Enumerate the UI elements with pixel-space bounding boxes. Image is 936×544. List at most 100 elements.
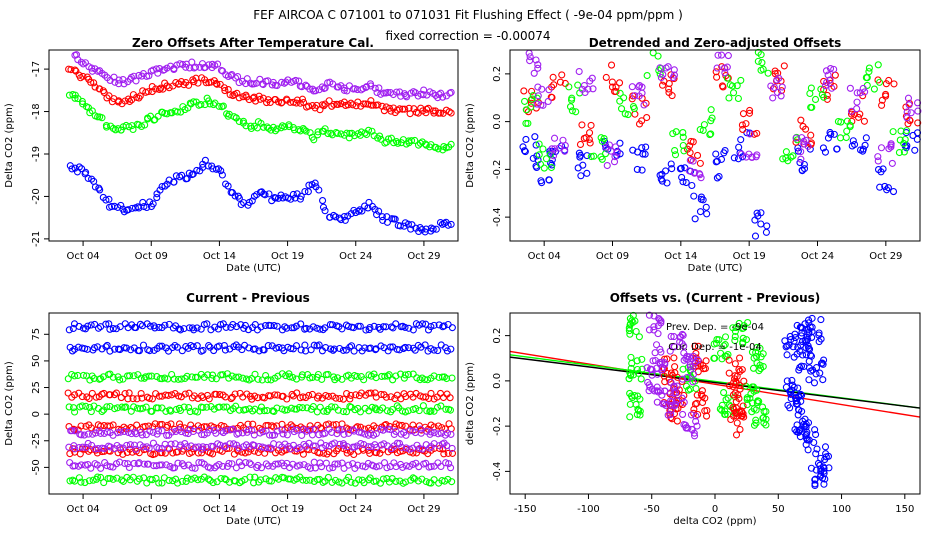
data-point-green (686, 385, 694, 393)
data-point-blue (311, 179, 319, 187)
series-green-upper (64, 370, 456, 384)
data-point-purple (115, 76, 123, 84)
data-point-blue (579, 161, 587, 169)
data-point-purple (321, 429, 329, 437)
data-point-green (900, 148, 908, 156)
data-point-purple (800, 137, 808, 146)
data-point-red (582, 134, 590, 142)
data-point-purple (126, 441, 134, 449)
data-point-blue (190, 326, 198, 334)
data-point-green (187, 475, 195, 483)
header-line2: fixed correction = -0.00074 (385, 29, 550, 43)
data-point-blue (224, 182, 232, 190)
data-point-blue (170, 178, 178, 186)
data-point-blue (547, 159, 555, 167)
data-point-blue (796, 347, 804, 355)
data-point-purple (349, 426, 357, 434)
data-point-green (327, 403, 336, 411)
x-axis-label: delta CO2 (ppm) (673, 516, 756, 527)
data-point-red (398, 421, 406, 430)
data-point-purple (75, 444, 83, 452)
data-point-green (209, 479, 217, 487)
data-point-purple (853, 98, 861, 106)
data-point-blue (804, 316, 813, 324)
data-point-purple (371, 84, 379, 92)
data-point-purple (877, 144, 886, 152)
data-point-purple (84, 430, 92, 438)
data-point-blue (795, 392, 803, 401)
data-point-red (882, 90, 890, 98)
data-point-blue (736, 149, 744, 157)
data-point-red (729, 391, 738, 399)
data-point-blue (825, 464, 833, 472)
data-point-red (731, 389, 739, 397)
data-point-red (914, 119, 922, 127)
data-point-purple (548, 145, 556, 153)
data-point-purple (797, 148, 805, 156)
data-point-green (863, 81, 871, 89)
data-point-red (382, 421, 390, 429)
data-point-purple (191, 63, 200, 71)
data-point-green (370, 477, 378, 485)
data-point-green (384, 372, 392, 380)
data-point-red (702, 357, 710, 365)
data-point-blue (417, 343, 425, 351)
data-point-green (627, 392, 636, 400)
data-point-green (732, 323, 740, 332)
data-point-blue (805, 376, 813, 384)
data-point-purple (539, 101, 547, 109)
data-point-blue (658, 170, 666, 178)
data-point-blue (407, 225, 415, 233)
data-point-purple (650, 323, 658, 331)
data-point-blue (90, 344, 98, 352)
data-point-purple (559, 136, 567, 144)
data-point-green (271, 127, 280, 135)
data-point-purple (163, 64, 171, 72)
data-point-purple (246, 459, 254, 467)
data-point-red (445, 108, 453, 116)
data-point-purple (874, 153, 882, 161)
data-point-green (300, 126, 308, 134)
data-point-purple (402, 462, 410, 470)
data-point-blue (521, 148, 529, 156)
x-tick-label: -100 (577, 504, 600, 515)
data-point-purple (631, 92, 639, 100)
data-point-green (756, 344, 764, 352)
data-point-green (71, 94, 79, 102)
data-point-green (671, 146, 679, 155)
data-point-red (315, 392, 323, 400)
data-point-green (113, 404, 122, 412)
x-axis-label: Date (UTC) (226, 516, 281, 527)
data-point-green (219, 102, 227, 110)
data-point-purple (146, 427, 154, 435)
data-point-blue (575, 149, 583, 157)
data-point-purple (380, 89, 388, 97)
data-point-red (325, 420, 333, 428)
data-point-green (679, 129, 687, 137)
data-point-green (376, 132, 384, 140)
y-tick-label: 50 (31, 355, 42, 368)
data-point-red (305, 391, 313, 400)
data-point-red (133, 421, 141, 429)
data-point-red (151, 420, 159, 428)
data-point-blue (788, 381, 797, 389)
data-point-blue (797, 390, 805, 398)
data-point-purple (682, 355, 690, 363)
x-tick-label: Oct 19 (733, 251, 766, 262)
data-point-blue (430, 321, 438, 329)
data-point-red (856, 110, 864, 118)
data-point-blue (88, 175, 96, 183)
data-point-purple (318, 444, 326, 452)
data-point-purple (153, 430, 161, 438)
data-point-green (203, 403, 211, 411)
data-point-purple (375, 462, 383, 470)
data-point-green (228, 372, 236, 380)
data-point-purple (217, 427, 226, 435)
data-point-blue (796, 433, 804, 441)
data-point-green (129, 125, 137, 134)
data-point-blue (102, 343, 110, 351)
data-point-green (328, 131, 336, 139)
data-point-blue (271, 194, 280, 202)
data-point-blue (163, 180, 171, 188)
